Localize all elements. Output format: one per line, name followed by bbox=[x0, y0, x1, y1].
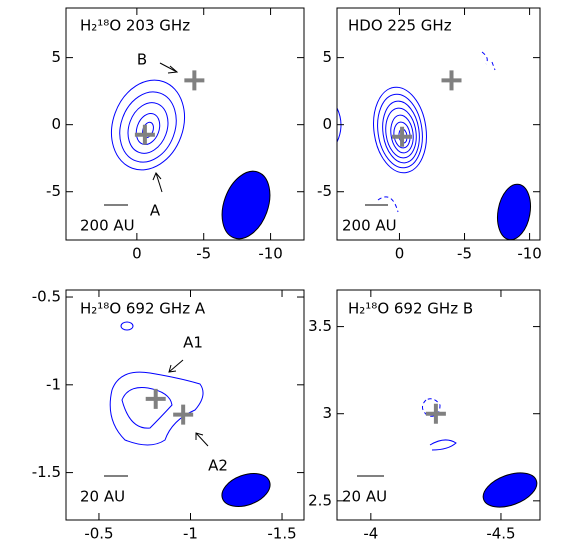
position-marker bbox=[392, 126, 413, 147]
x-tick-label: -4.5 bbox=[486, 525, 515, 543]
x-tick-label: -5 bbox=[457, 245, 472, 263]
annotation: A2 bbox=[208, 457, 228, 475]
position-marker bbox=[184, 70, 205, 91]
y-tick-label: 5 bbox=[322, 48, 332, 66]
scale-label: 200 AU bbox=[80, 217, 135, 235]
panel-title: HDO 225 GHz bbox=[348, 17, 452, 35]
y-tick-label: -5 bbox=[317, 182, 332, 200]
x-tick-label: -1 bbox=[183, 525, 198, 543]
y-tick-label: 0 bbox=[51, 115, 61, 133]
x-tick-label: 0 bbox=[132, 245, 142, 263]
position-marker bbox=[134, 124, 155, 145]
y-tick-label: -1 bbox=[46, 375, 61, 393]
y-tick-label: -5 bbox=[46, 182, 61, 200]
arrow bbox=[168, 359, 184, 373]
y-tick-label: 3 bbox=[322, 404, 332, 422]
arrow bbox=[159, 62, 178, 73]
y-tick-label: -1.5 bbox=[32, 463, 61, 481]
contours bbox=[422, 398, 538, 508]
scale-label: 20 AU bbox=[342, 488, 387, 506]
x-tick-label: -4 bbox=[363, 525, 378, 543]
x-tick-label: -5 bbox=[196, 245, 211, 263]
x-tick-label: -10 bbox=[517, 245, 542, 263]
y-tick-label: 0 bbox=[322, 115, 332, 133]
x-tick-label: -0.5 bbox=[84, 525, 113, 543]
y-tick-label: 3.5 bbox=[308, 317, 332, 335]
annotation: A1 bbox=[183, 334, 203, 352]
position-marker bbox=[425, 403, 446, 424]
plot-frame bbox=[336, 289, 541, 521]
contours bbox=[109, 321, 271, 507]
x-tick-label: -1.5 bbox=[267, 525, 296, 543]
plot-frame bbox=[65, 7, 305, 241]
x-tick-label: 0 bbox=[395, 245, 405, 263]
plot-frame bbox=[65, 289, 305, 521]
y-tick-label: 5 bbox=[51, 48, 61, 66]
arrow-head bbox=[167, 65, 179, 74]
annotation: B bbox=[137, 51, 147, 69]
arrow-head bbox=[168, 364, 177, 373]
position-marker bbox=[173, 404, 194, 425]
annotation: A bbox=[150, 202, 161, 220]
arrow-head bbox=[195, 432, 204, 440]
plot-frame bbox=[336, 7, 541, 241]
panel-title: H₂¹⁸O 203 GHz bbox=[80, 17, 190, 35]
position-marker bbox=[441, 70, 462, 91]
y-tick-label: -0.5 bbox=[32, 288, 61, 306]
arrow bbox=[195, 432, 209, 447]
position-marker bbox=[145, 388, 166, 409]
y-tick-label: 2.5 bbox=[308, 491, 332, 509]
contours bbox=[111, 79, 271, 240]
arrow-head bbox=[152, 172, 162, 181]
contours bbox=[336, 51, 531, 241]
panel-title: H₂¹⁸O 692 GHz B bbox=[348, 300, 473, 318]
scale-label: 200 AU bbox=[342, 217, 397, 235]
panel-title: H₂¹⁸O 692 GHz A bbox=[80, 300, 206, 318]
scale-label: 20 AU bbox=[80, 488, 125, 506]
x-tick-label: -10 bbox=[258, 245, 283, 263]
arrow bbox=[155, 172, 163, 193]
